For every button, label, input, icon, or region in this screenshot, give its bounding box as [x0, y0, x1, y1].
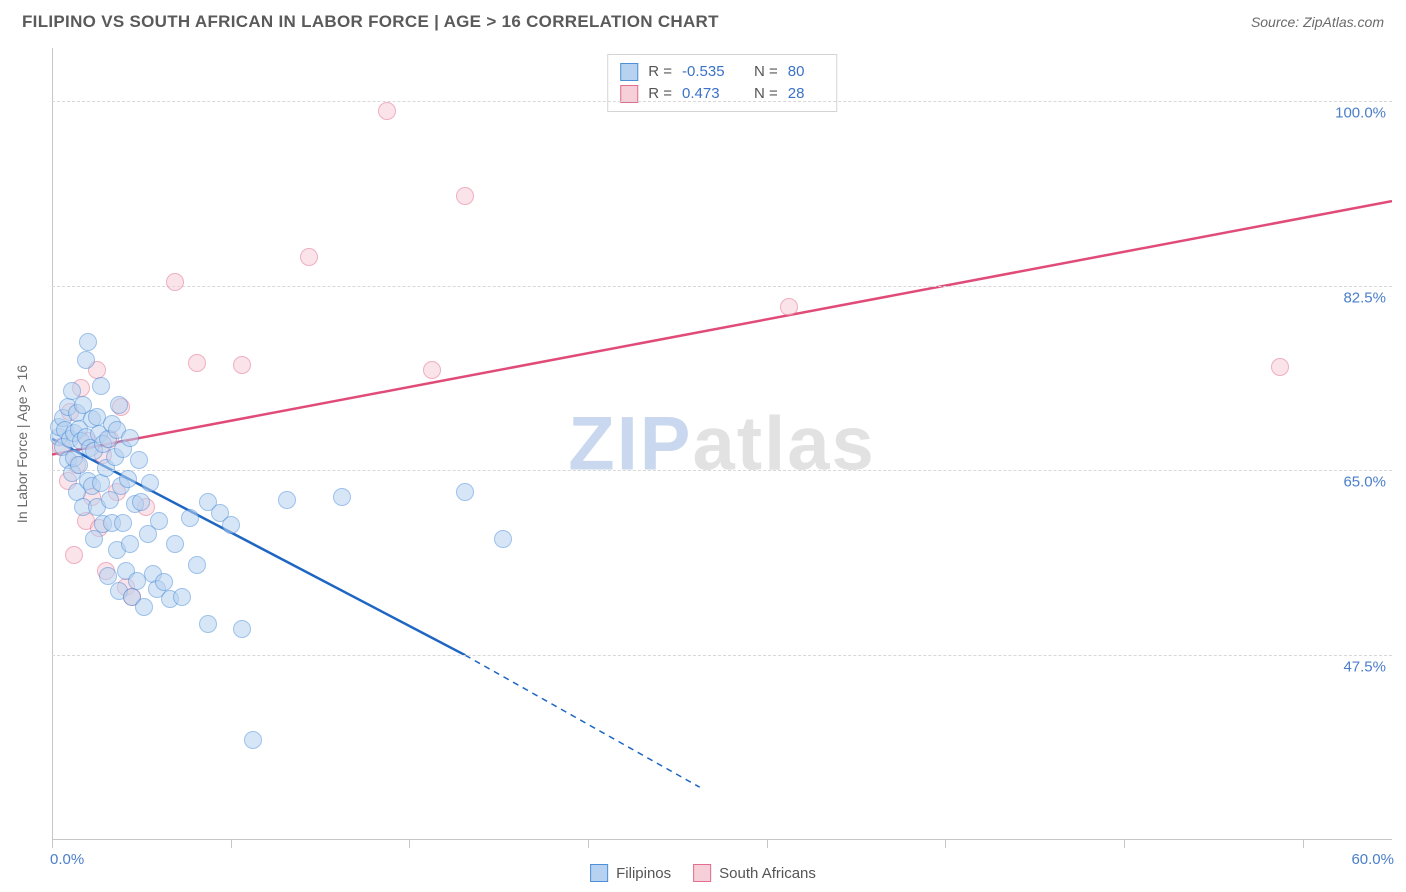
chart-title: FILIPINO VS SOUTH AFRICAN IN LABOR FORCE… — [22, 12, 719, 32]
data-point — [188, 556, 206, 574]
x-tick — [52, 840, 53, 848]
trend-lines — [52, 48, 1392, 840]
grid-line — [52, 655, 1392, 656]
legend-swatch — [590, 864, 608, 882]
data-point — [110, 396, 128, 414]
data-point — [135, 598, 153, 616]
data-point — [222, 516, 240, 534]
legend-swatch — [620, 63, 638, 81]
data-point — [130, 451, 148, 469]
data-point — [278, 491, 296, 509]
watermark: ZIPatlas — [568, 401, 875, 488]
data-point — [1271, 358, 1289, 376]
y-tick-label: 100.0% — [1335, 104, 1386, 121]
chart-header: FILIPINO VS SOUTH AFRICAN IN LABOR FORCE… — [0, 0, 1406, 40]
data-point — [77, 351, 95, 369]
plot-area: ZIPatlas R =-0.535N =80R =0.473N =28 47.… — [52, 48, 1392, 840]
r-value: -0.535 — [682, 61, 744, 83]
data-point — [378, 102, 396, 120]
n-label: N = — [754, 61, 778, 83]
legend-row: R = -0.535 N = 80 — [620, 61, 818, 83]
grid-line — [52, 101, 1392, 102]
y-tick-label: 65.0% — [1343, 474, 1386, 491]
data-point — [233, 620, 251, 638]
data-point — [300, 248, 318, 266]
data-point — [141, 474, 159, 492]
data-point — [173, 588, 191, 606]
grid-line — [52, 286, 1392, 287]
data-point — [456, 483, 474, 501]
data-point — [233, 356, 251, 374]
legend-label: Filipinos — [616, 865, 671, 882]
x-tick — [1303, 840, 1304, 848]
r-label: R = — [648, 61, 672, 83]
legend-item: Filipinos — [590, 864, 671, 882]
data-point — [181, 509, 199, 527]
x-min-label: 0.0% — [50, 851, 84, 868]
y-tick-label: 47.5% — [1343, 659, 1386, 676]
data-point — [199, 615, 217, 633]
grid-line — [52, 470, 1392, 471]
y-tick-label: 82.5% — [1343, 289, 1386, 306]
data-point — [188, 354, 206, 372]
x-tick — [1124, 840, 1125, 848]
data-point — [119, 470, 137, 488]
x-tick — [231, 840, 232, 848]
data-point — [114, 514, 132, 532]
data-point — [494, 530, 512, 548]
data-point — [65, 546, 83, 564]
data-point — [79, 333, 97, 351]
data-point — [132, 493, 150, 511]
watermark-part2: atlas — [693, 402, 876, 487]
chart-area: In Labor Force | Age > 16 ZIPatlas R =-0… — [52, 48, 1392, 840]
legend-label: South Africans — [719, 865, 816, 882]
y-axis-title: In Labor Force | Age > 16 — [14, 365, 30, 523]
data-point — [92, 377, 110, 395]
data-point — [166, 535, 184, 553]
x-tick — [945, 840, 946, 848]
watermark-part1: ZIP — [568, 402, 692, 487]
x-tick — [409, 840, 410, 848]
data-point — [456, 187, 474, 205]
x-max-label: 60.0% — [1351, 851, 1394, 868]
data-point — [121, 535, 139, 553]
x-tick — [767, 840, 768, 848]
data-point — [333, 488, 351, 506]
legend-swatch — [693, 864, 711, 882]
series-legend: Filipinos South Africans — [590, 864, 816, 882]
data-point — [244, 731, 262, 749]
x-axis-line — [52, 839, 1392, 840]
data-point — [121, 429, 139, 447]
x-tick — [588, 840, 589, 848]
data-point — [155, 573, 173, 591]
legend-item: South Africans — [693, 864, 816, 882]
data-point — [150, 512, 168, 530]
data-point — [423, 361, 441, 379]
data-point — [780, 298, 798, 316]
n-value: 80 — [788, 61, 818, 83]
source-label: Source: ZipAtlas.com — [1251, 14, 1384, 30]
data-point — [166, 273, 184, 291]
correlation-legend: R =-0.535N =80R =0.473N =28 — [607, 54, 837, 112]
